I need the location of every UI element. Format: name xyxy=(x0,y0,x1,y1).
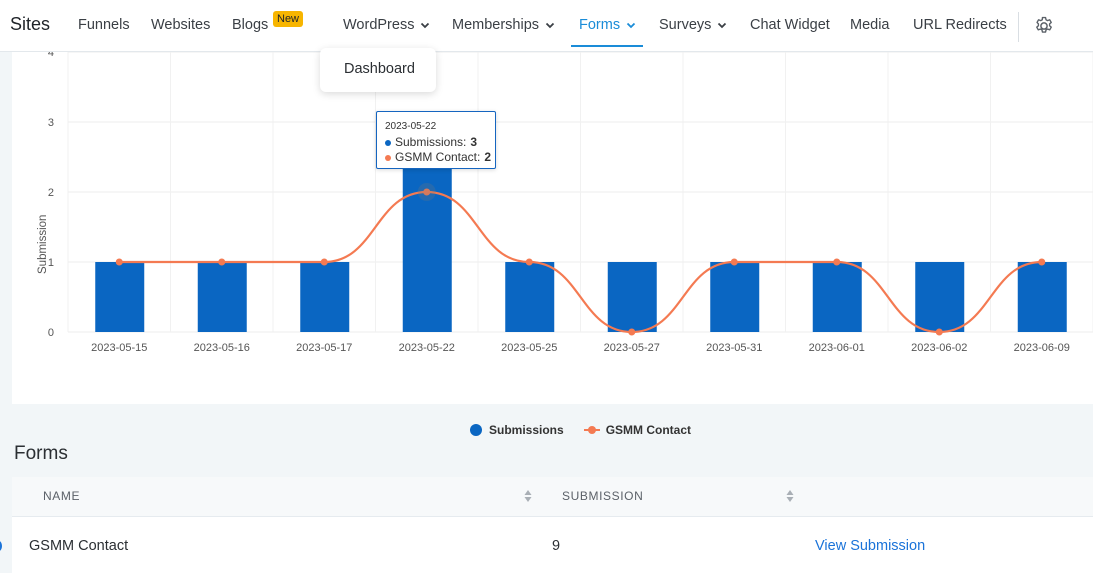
chevron-down-icon xyxy=(545,22,555,29)
legend-dot-icon xyxy=(470,424,482,436)
forms-table-header: NAME SUBMISSION xyxy=(12,477,1093,517)
tooltip-label: Submissions: xyxy=(395,135,467,149)
y-axis-title: Submission xyxy=(37,214,49,274)
nav-item-blogs[interactable]: Blogs xyxy=(232,17,268,33)
nav-item-label: Funnels xyxy=(78,17,130,33)
line-point xyxy=(525,258,533,266)
x-tick-label: 2023-05-25 xyxy=(501,342,557,354)
view-submission-link[interactable]: View Submission xyxy=(815,538,926,554)
series-line xyxy=(119,190,1042,334)
line-point xyxy=(320,258,328,266)
tooltip-value: 3 xyxy=(470,135,478,149)
gear-icon[interactable] xyxy=(1033,15,1055,37)
legend-item-gsmm-contact[interactable]: GSMM Contact xyxy=(583,423,692,437)
nav-item-label: Websites xyxy=(151,17,211,33)
legend-line-icon xyxy=(583,426,600,434)
form-name-cell: GSMM Contact xyxy=(29,538,129,554)
column-header-name[interactable]: NAME xyxy=(43,489,81,503)
nav-item-label: Memberships xyxy=(452,17,540,33)
sort-icon[interactable] xyxy=(524,489,532,503)
line-point xyxy=(935,328,943,336)
nav-item-label: WordPress xyxy=(343,17,415,33)
x-tick-label: 2023-05-31 xyxy=(706,342,762,354)
bar xyxy=(812,262,862,332)
tooltip-date: 2023-05-22 xyxy=(385,121,437,132)
nav-item-wordpress[interactable]: WordPress xyxy=(343,17,430,33)
bar xyxy=(505,262,555,332)
y-tick-label: 3 xyxy=(48,117,54,129)
tooltip-value: 2 xyxy=(484,150,492,164)
bar xyxy=(607,262,657,332)
tooltip-label: GSMM Contact: xyxy=(395,150,481,164)
tooltip-row: GSMM Contact: 2 xyxy=(385,150,495,165)
table-row: GSMM Contact 9 View Submission xyxy=(12,517,1093,573)
tooltip-row: Submissions: 3 xyxy=(385,135,495,150)
dropdown-item-dashboard[interactable]: Dashboard xyxy=(344,61,415,77)
brand-title: Sites xyxy=(10,14,51,34)
nav-item-url-redirects[interactable]: URL Redirects xyxy=(913,17,1007,33)
nav-item-label: URL Redirects xyxy=(913,17,1007,33)
x-tick-label: 2023-05-17 xyxy=(296,342,352,354)
chart-tooltip: 2023-05-22 Submissions: 3 GSMM Contact: … xyxy=(376,111,496,169)
new-badge: New xyxy=(273,11,304,27)
y-tick-label: 1 xyxy=(48,257,54,269)
bar xyxy=(1017,262,1067,332)
nav-item-label: Media xyxy=(850,17,890,33)
chevron-down-icon xyxy=(626,22,636,29)
column-header-submission[interactable]: SUBMISSION xyxy=(562,489,644,503)
series-dot-icon xyxy=(385,139,391,146)
row-indicator-icon xyxy=(0,541,2,551)
x-tick-label: 2023-05-16 xyxy=(194,342,250,354)
bar xyxy=(710,262,760,332)
nav-item-label: Chat Widget xyxy=(750,17,830,33)
line-point xyxy=(1038,258,1046,266)
hover-marker xyxy=(417,183,436,201)
legend-label: GSMM Contact xyxy=(605,423,692,437)
bar xyxy=(197,262,247,332)
nav-item-label: Blogs xyxy=(232,17,269,33)
legend-item-submissions[interactable]: Submissions xyxy=(470,423,564,437)
nav-item-label: Forms xyxy=(579,17,621,33)
x-tick-label: 2023-05-27 xyxy=(604,342,660,354)
nav-item-surveys[interactable]: Surveys xyxy=(659,17,727,33)
chevron-down-icon xyxy=(718,22,727,29)
forms-section-title: Forms xyxy=(14,443,68,464)
bar xyxy=(915,262,965,332)
active-tab-indicator xyxy=(571,45,643,47)
submissions-chart-card: 0 1 2 3 4 2023-05-15 2023-05-16 2023-05-17 2023-… xyxy=(12,52,1093,437)
nav-item-memberships[interactable]: Memberships xyxy=(452,17,555,33)
nav-item-chat-widget[interactable]: Chat Widget xyxy=(750,17,830,33)
sort-icon[interactable] xyxy=(786,489,794,503)
line-point xyxy=(628,328,636,336)
line-point xyxy=(115,258,123,266)
nav-item-funnels[interactable]: Funnels xyxy=(78,17,130,33)
y-tick-label: 0 xyxy=(48,327,54,339)
y-tick-label: 2 xyxy=(48,187,54,199)
y-tick-label: 4 xyxy=(48,52,54,59)
submission-count-cell: 9 xyxy=(552,538,561,554)
line-point xyxy=(730,258,738,266)
forms-dropdown-menu: Dashboard xyxy=(320,48,436,92)
nav-item-label: Surveys xyxy=(659,17,712,33)
bar xyxy=(300,262,350,332)
series-dot-icon xyxy=(385,154,391,161)
nav-divider xyxy=(1018,12,1019,42)
x-tick-label: 2023-05-15 xyxy=(91,342,147,354)
x-tick-label: 2023-05-22 xyxy=(399,342,455,354)
nav-item-websites[interactable]: Websites xyxy=(151,17,210,33)
x-tick-label: 2023-06-02 xyxy=(911,342,967,354)
nav-item-media[interactable]: Media xyxy=(850,17,890,33)
top-nav: Sites Funnels Websites Blogs New WordPre… xyxy=(0,0,1093,52)
x-tick-label: 2023-06-09 xyxy=(1014,342,1070,354)
legend-label: Submissions xyxy=(489,423,564,437)
line-point xyxy=(833,258,841,266)
nav-item-forms[interactable]: Forms xyxy=(579,17,636,33)
chart-legend: Submissions GSMM Contact xyxy=(470,423,711,437)
line-point xyxy=(423,188,431,196)
x-tick-label: 2023-06-01 xyxy=(809,342,865,354)
bar xyxy=(95,262,145,332)
chevron-down-icon xyxy=(421,22,430,29)
line-point xyxy=(218,258,226,266)
